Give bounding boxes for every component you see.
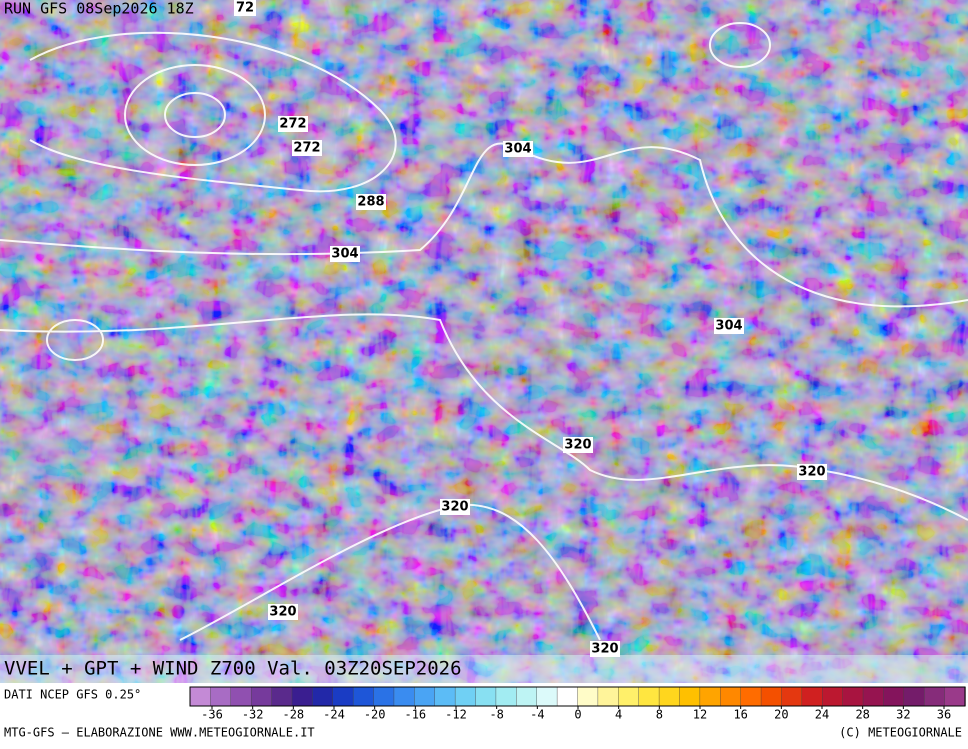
colorbar-tick-label: 20 [774, 708, 788, 722]
map-title: VVEL + GPT + WIND Z700 Val. 03Z20SEP2026 [4, 658, 462, 680]
colorbar-tick-label: 8 [656, 708, 663, 722]
colorbar-swatch [720, 686, 742, 707]
colorbar-tick-label: -12 [445, 708, 467, 722]
map [0, 0, 968, 683]
colorbar-swatch [699, 686, 721, 707]
data-source: DATI NCEP GFS 0.25° [4, 688, 141, 702]
colorbar-tick-label: 0 [574, 708, 581, 722]
colorbar-swatch [903, 686, 925, 707]
contour-label: 320 [591, 642, 618, 657]
colorbar-swatch [230, 686, 252, 707]
colorbar-swatch [352, 686, 375, 707]
colorbar-tick-label: 24 [815, 708, 829, 722]
colorbar-swatch [801, 686, 823, 707]
contour-label: 304 [331, 247, 358, 262]
run-label: RUN GFS 08Sep2026 18Z [4, 0, 194, 18]
contour-label: 304 [504, 142, 531, 157]
colorbar-swatch [434, 686, 456, 707]
contour-label: 320 [441, 500, 468, 515]
contour-label: 288 [357, 195, 384, 210]
contour-label: 272 [279, 117, 306, 132]
colorbar-swatch [332, 686, 354, 707]
colorbar: -36 -32 -28 -24 -20 -16 -12 -8 -4 0 4 8 12 16 20 24 28 32… [189, 686, 966, 722]
colorbar-swatch [475, 686, 497, 707]
colorbar-swatch [618, 686, 640, 707]
colorbar-swatch [373, 686, 395, 707]
colorbar-tick-label: 36 [937, 708, 951, 722]
colorbar-swatch [679, 686, 701, 707]
colorbar-swatch [638, 686, 660, 707]
contour-label: 72 [236, 1, 254, 16]
colorbar-swatch [924, 686, 946, 707]
colorbar-tick-label: 32 [896, 708, 910, 722]
colorbar-swatch [577, 686, 599, 707]
colorbar-tick-label: -36 [201, 708, 223, 722]
colorbar-swatch [883, 686, 905, 707]
contour-label: 320 [564, 438, 591, 453]
colorbar-swatch [454, 686, 477, 707]
colorbar-swatch [536, 686, 558, 707]
colorbar-tick-label: -8 [489, 708, 503, 722]
colorbar-swatch [250, 686, 273, 707]
colorbar-swatch [189, 686, 212, 707]
colorbar-tick-label: -20 [364, 708, 386, 722]
colorbar-swatch [271, 686, 293, 707]
credit: MTG-GFS — ELABORAZIONE WWW.METEOGIORNALE… [4, 726, 315, 740]
contour-label: 272 [293, 141, 320, 156]
colorbar-tick-label: 12 [693, 708, 707, 722]
colorbar-tick-label: -32 [242, 708, 264, 722]
colorbar-swatch [556, 686, 579, 707]
colorbar-swatch [822, 686, 844, 707]
colorbar-swatch [658, 686, 681, 707]
colorbar-swatch [210, 686, 232, 707]
colorbar-tick-label: -28 [282, 708, 304, 722]
contour-label: 304 [715, 319, 742, 334]
colorbar-tick-label: -24 [323, 708, 345, 722]
colorbar-swatch [495, 686, 518, 707]
colorbar-swatch [781, 686, 803, 707]
colorbar-swatch [842, 686, 864, 707]
contour-label: 320 [269, 605, 296, 620]
colorbar-tick-label: 28 [855, 708, 869, 722]
contour-label: 320 [798, 465, 825, 480]
colorbar-swatch [944, 686, 966, 707]
colorbar-swatch [312, 686, 334, 707]
colorbar-tick-label: -16 [404, 708, 426, 722]
colorbar-tick-label: 16 [733, 708, 747, 722]
colorbar-swatch [516, 686, 538, 707]
colorbar-tick-label: 4 [615, 708, 622, 722]
colorbar-swatch [740, 686, 762, 707]
colorbar-tick-label: -4 [530, 708, 544, 722]
copyright: (C) METEOGIORNALE [839, 726, 962, 740]
colorbar-swatch [597, 686, 619, 707]
colorbar-swatch [291, 686, 314, 707]
colorbar-swatch [414, 686, 436, 707]
colorbar-swatch [393, 686, 416, 707]
contour-labels: 72 272 272 288 304 304 304 320 320 320 3… [234, 0, 827, 657]
colorbar-swatch [862, 686, 885, 707]
colorbar-swatch [760, 686, 783, 707]
